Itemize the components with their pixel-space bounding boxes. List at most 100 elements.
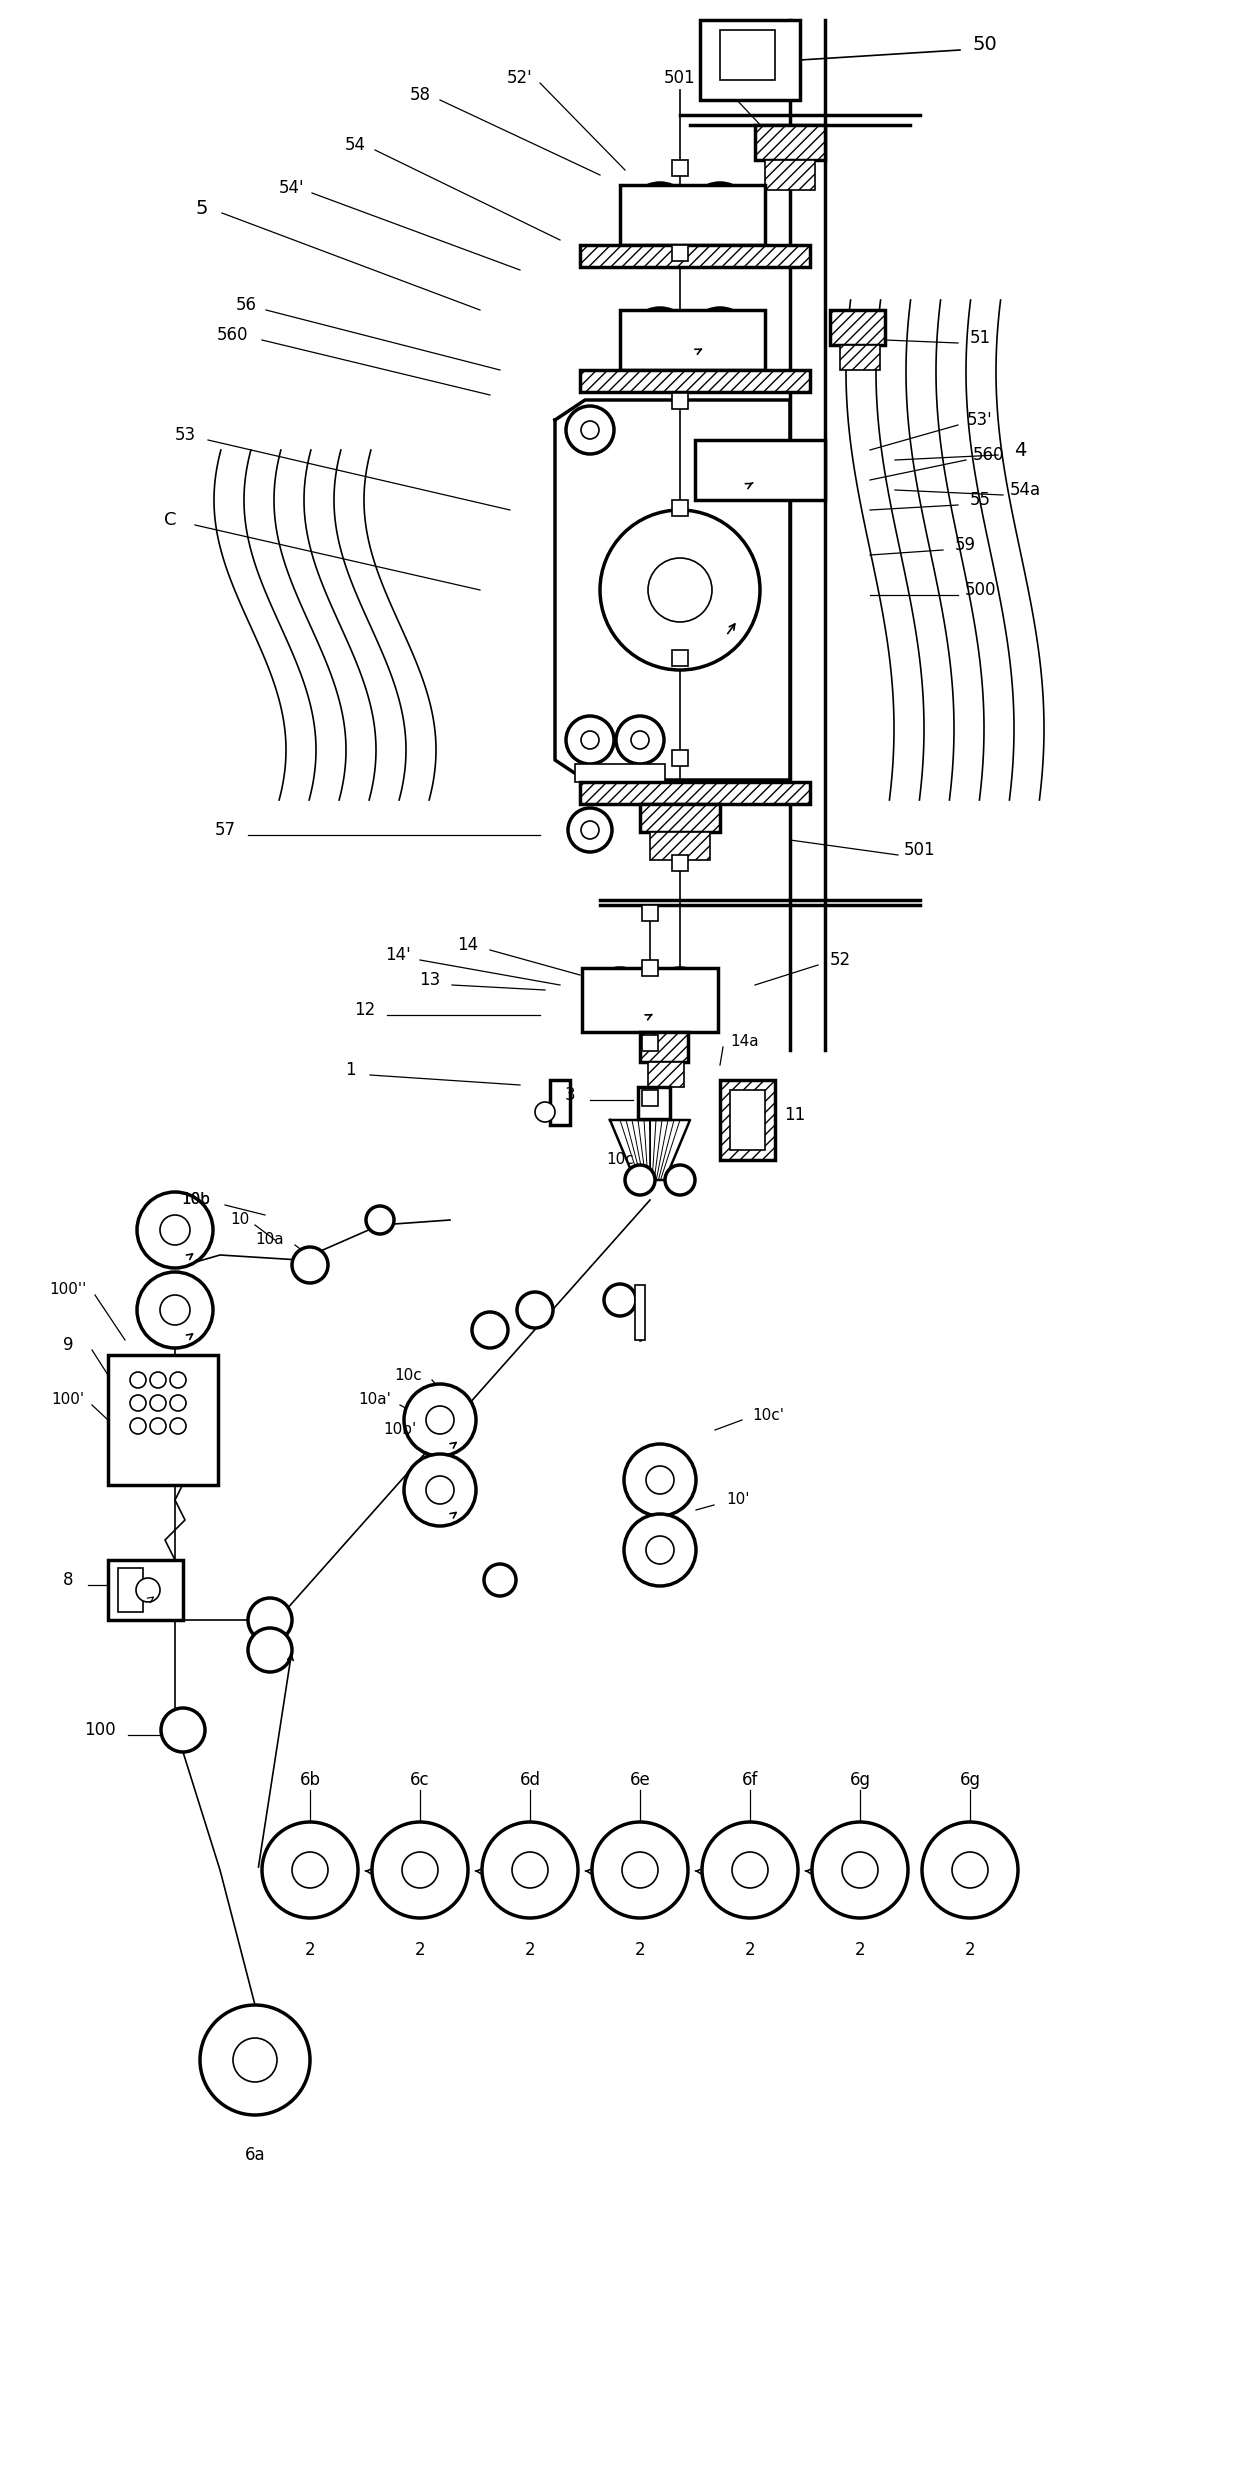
Text: 53': 53' [967,410,993,430]
Text: 54: 54 [345,136,366,153]
Circle shape [130,1396,146,1410]
Circle shape [774,459,796,482]
Circle shape [565,405,614,454]
Bar [701,20,800,99]
Text: 51: 51 [970,329,991,346]
Text: 560: 560 [972,447,1003,464]
Circle shape [702,1823,799,1919]
Circle shape [472,1312,508,1349]
Circle shape [404,1383,476,1455]
Text: 10a': 10a' [358,1393,392,1408]
Text: 12: 12 [355,1000,376,1020]
Circle shape [130,1418,146,1435]
Bar [649,1062,684,1087]
Circle shape [631,731,649,748]
Text: 58: 58 [409,86,430,104]
Text: 2: 2 [305,1941,315,1959]
Text: 8: 8 [63,1571,73,1588]
Bar [580,783,810,805]
Circle shape [756,442,813,499]
Circle shape [402,1852,438,1887]
Text: 6d: 6d [520,1771,541,1788]
Circle shape [150,1396,166,1410]
Text: 2: 2 [965,1941,976,1959]
Circle shape [565,716,614,763]
Text: 6a: 6a [244,2146,265,2164]
Text: 57: 57 [215,820,236,840]
Bar [672,393,688,410]
Circle shape [600,509,760,669]
Circle shape [150,1418,166,1435]
Circle shape [646,1536,675,1564]
Polygon shape [556,400,790,781]
Text: 10b: 10b [181,1193,211,1208]
Bar [642,961,658,976]
Text: 55: 55 [970,492,991,509]
Text: 501: 501 [665,69,696,86]
Circle shape [588,968,652,1032]
Text: 6f: 6f [742,1771,758,1788]
Text: 4: 4 [1014,440,1027,459]
Text: 10: 10 [231,1213,249,1228]
Circle shape [200,2006,310,2114]
Text: 14: 14 [458,936,479,953]
Text: 2: 2 [635,1941,645,1959]
Circle shape [624,1514,696,1586]
Circle shape [649,329,672,353]
Text: 11: 11 [785,1107,806,1124]
Circle shape [136,1193,213,1267]
Circle shape [482,1823,578,1919]
Circle shape [160,1294,190,1324]
Text: 2: 2 [745,1941,755,1959]
Circle shape [291,1247,329,1282]
Bar [108,1561,184,1620]
Circle shape [170,1418,186,1435]
Text: C: C [164,511,176,529]
Bar [672,650,688,667]
Bar [672,751,688,766]
Circle shape [708,203,732,227]
Bar [108,1356,218,1484]
Text: 2: 2 [854,1941,866,1959]
Bar [672,161,688,175]
Circle shape [534,1102,556,1121]
Bar [551,1079,570,1124]
Bar [830,311,885,346]
Circle shape [404,1455,476,1526]
Bar [580,370,810,393]
Text: 10b': 10b' [383,1423,417,1438]
Text: 6e: 6e [630,1771,650,1788]
Circle shape [688,309,751,373]
Circle shape [233,2038,277,2082]
Text: 5: 5 [196,198,208,217]
Circle shape [646,1467,675,1494]
Text: 501: 501 [904,840,936,860]
Text: 50: 50 [972,35,997,54]
Text: 56: 56 [236,296,257,314]
Text: 3: 3 [564,1087,575,1104]
Circle shape [688,183,751,247]
Circle shape [812,1823,908,1919]
Circle shape [625,1166,655,1195]
Circle shape [649,558,712,622]
Circle shape [719,459,742,482]
Circle shape [484,1564,516,1596]
Circle shape [842,1852,878,1887]
Bar [650,832,711,860]
Text: 6b: 6b [300,1771,320,1788]
Text: 100'': 100'' [50,1282,87,1297]
Circle shape [427,1477,454,1504]
Text: 10a: 10a [255,1233,284,1247]
Text: 6c: 6c [410,1771,430,1788]
Text: 560: 560 [216,326,248,343]
Bar [635,1284,645,1341]
Text: 54': 54' [279,178,305,198]
Circle shape [170,1371,186,1388]
Circle shape [952,1852,988,1887]
Circle shape [170,1396,186,1410]
Circle shape [568,808,613,852]
Bar [642,1089,658,1107]
Bar [720,30,775,79]
Bar [639,1087,670,1119]
Bar [642,904,658,921]
